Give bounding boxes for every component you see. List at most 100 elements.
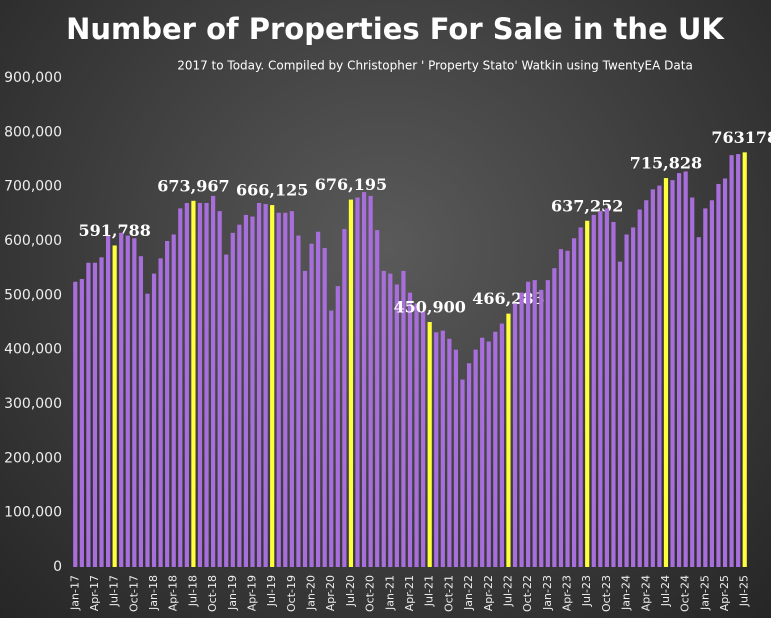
bar	[499, 323, 504, 567]
bar	[401, 270, 406, 567]
bar	[486, 341, 491, 567]
bar	[650, 189, 655, 567]
bar	[539, 289, 544, 567]
bar	[322, 248, 327, 567]
x-tick-label: Jul-25	[738, 575, 751, 607]
x-tick-label: Jan-24	[620, 575, 633, 611]
chart-subtitle: 2017 to Today. Compiled by Christopher '…	[177, 59, 693, 73]
bar	[578, 227, 583, 567]
x-tick-label: Jan-23	[541, 575, 554, 611]
y-tick-label: 600,000	[4, 233, 62, 249]
bar	[617, 261, 623, 567]
x-tick-label: Oct-23	[600, 575, 613, 612]
bar	[644, 200, 649, 567]
bar	[99, 257, 104, 567]
bar	[598, 211, 603, 567]
y-tick-label: 400,000	[4, 342, 62, 358]
bar	[112, 245, 117, 567]
x-tick-label: Jan-20	[305, 575, 318, 611]
x-tick-label: Oct-19	[285, 575, 298, 612]
bar	[460, 379, 465, 567]
bar	[368, 195, 373, 568]
bar	[480, 337, 485, 567]
bar	[440, 330, 445, 567]
y-tick-label: 200,000	[4, 450, 62, 466]
x-tick-label: Oct-24	[679, 575, 692, 612]
bar	[506, 313, 511, 567]
bar	[178, 208, 183, 567]
bar	[171, 234, 176, 568]
bar	[493, 331, 498, 567]
bar	[132, 238, 137, 568]
x-tick-label: Jul-22	[501, 575, 514, 607]
bar	[316, 231, 321, 567]
bar	[211, 195, 216, 568]
x-tick-label: Jan-22	[462, 575, 475, 611]
bar	[421, 311, 426, 567]
bar	[138, 256, 144, 567]
x-tick-label: Oct-22	[521, 575, 534, 612]
x-tick-label: Apr-23	[561, 575, 574, 611]
bar	[191, 200, 196, 567]
chart-title: Number of Properties For Sale in the UK	[66, 12, 725, 46]
bar	[519, 292, 524, 567]
bar	[86, 262, 91, 567]
bar	[736, 154, 741, 568]
bar	[105, 235, 111, 568]
x-tick-label: Jul-20	[344, 575, 357, 607]
bar	[631, 227, 636, 567]
bar	[237, 224, 242, 567]
bar	[565, 250, 570, 567]
bar	[663, 178, 669, 568]
x-tick-label: Jul-23	[580, 575, 593, 607]
y-tick-label: 0	[53, 559, 62, 575]
bar	[73, 281, 78, 567]
bar	[270, 205, 275, 567]
value-label: 715,828	[630, 154, 702, 173]
x-tick-label: Oct-21	[442, 575, 455, 612]
y-tick-label: 800,000	[4, 124, 62, 140]
bar	[696, 237, 701, 568]
bar	[145, 293, 150, 567]
bar	[119, 232, 124, 567]
x-tick-label: Apr-17	[88, 575, 101, 611]
bar	[526, 281, 531, 567]
value-label: 763178	[711, 128, 771, 147]
bar	[473, 349, 478, 567]
bar	[151, 273, 157, 567]
bar	[414, 303, 419, 567]
bar	[742, 152, 747, 567]
x-tick-label: Apr-25	[718, 575, 731, 611]
bar	[552, 268, 557, 567]
bar	[388, 273, 393, 567]
x-tick-label: Jul-21	[423, 575, 436, 607]
bar	[690, 197, 695, 568]
bar	[348, 199, 354, 568]
bar	[243, 214, 249, 568]
x-tick-label: Apr-21	[403, 575, 416, 611]
bar	[670, 180, 675, 567]
bar	[335, 286, 340, 567]
bar	[158, 258, 163, 567]
bar	[309, 243, 314, 567]
bar	[545, 280, 550, 567]
bar	[466, 363, 472, 567]
bar	[394, 284, 399, 567]
bar	[722, 178, 728, 567]
bar	[342, 229, 347, 567]
bar	[532, 280, 537, 567]
bar	[447, 338, 452, 567]
value-label: 666,125	[236, 181, 308, 200]
x-tick-label: Jul-17	[108, 575, 121, 607]
bar	[329, 310, 334, 567]
bar	[204, 202, 209, 567]
bar	[375, 230, 380, 567]
bar	[604, 208, 609, 567]
bar	[197, 202, 203, 567]
x-tick-label: Apr-18	[167, 575, 180, 611]
bar	[729, 155, 734, 568]
bar	[79, 279, 84, 567]
bar	[676, 173, 682, 568]
value-label: 591,788	[78, 221, 150, 240]
